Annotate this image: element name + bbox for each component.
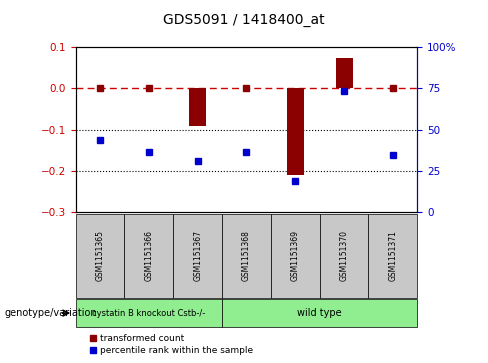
Text: GSM1151368: GSM1151368 [242,231,251,281]
Text: GSM1151370: GSM1151370 [340,231,348,281]
Text: cystatin B knockout Cstb-/-: cystatin B knockout Cstb-/- [92,309,205,318]
Text: genotype/variation: genotype/variation [5,308,98,318]
Bar [189,89,206,126]
Text: GSM1151369: GSM1151369 [291,231,300,281]
Text: GSM1151366: GSM1151366 [144,231,153,281]
Text: GSM1151367: GSM1151367 [193,231,202,281]
Text: GDS5091 / 1418400_at: GDS5091 / 1418400_at [163,13,325,27]
Bar [287,89,304,175]
Text: GSM1151365: GSM1151365 [96,231,104,281]
Text: GSM1151371: GSM1151371 [388,231,397,281]
Text: wild type: wild type [297,308,342,318]
Bar [336,57,353,89]
Legend: transformed count, percentile rank within the sample: transformed count, percentile rank withi… [90,334,253,355]
